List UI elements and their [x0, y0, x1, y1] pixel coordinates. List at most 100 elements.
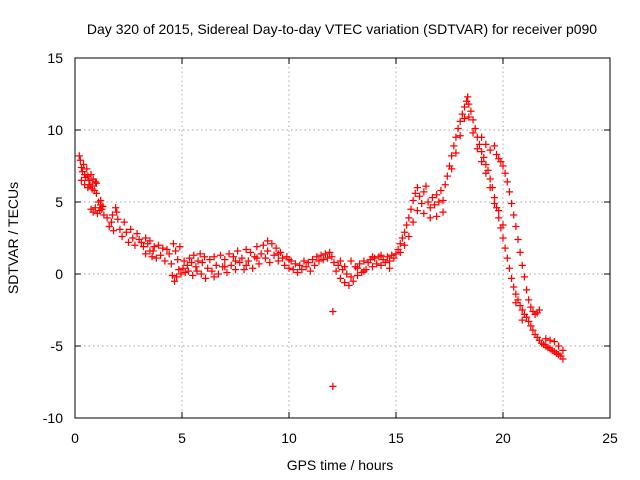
data-point: [505, 188, 514, 196]
data-point: [175, 266, 183, 274]
data-point: [231, 266, 240, 274]
data-point: [527, 322, 535, 330]
data-point: [501, 169, 509, 177]
data-point: [400, 228, 409, 236]
x-axis-title: GPS time / hours: [287, 457, 394, 473]
data-point: [88, 185, 96, 193]
data-point: [114, 215, 122, 223]
data-point: [190, 251, 198, 259]
data-point: [268, 240, 276, 248]
data-point: [116, 225, 124, 233]
data-point: [168, 271, 176, 280]
data-point: [92, 189, 101, 197]
data-point: [392, 250, 400, 258]
data-point: [77, 176, 86, 185]
data-point: [550, 338, 558, 346]
data-point: [122, 228, 130, 236]
data-points: [75, 93, 567, 390]
data-point: [255, 260, 263, 268]
data-point: [360, 267, 368, 275]
data-point: [467, 107, 475, 115]
data-point: [146, 237, 154, 245]
data-point: [514, 235, 522, 244]
data-point: [405, 214, 413, 222]
data-point: [525, 296, 533, 304]
data-point: [131, 241, 139, 249]
data-point: [192, 263, 200, 271]
data-point: [405, 232, 413, 241]
data-point: [184, 267, 193, 275]
data-point: [448, 165, 456, 173]
data-point: [505, 264, 514, 272]
data-point: [490, 142, 499, 150]
data-point: [278, 254, 287, 262]
data-point: [97, 196, 105, 205]
data-point: [426, 214, 434, 222]
data-point: [285, 264, 293, 272]
data-point: [253, 254, 261, 262]
x-tick-label: 10: [281, 430, 297, 446]
data-point: [216, 251, 225, 259]
data-point: [473, 145, 481, 153]
data-point: [516, 248, 524, 257]
y-axis-title: SDTVAR / TECUs: [5, 182, 21, 294]
data-point: [291, 260, 300, 268]
data-point: [179, 264, 187, 272]
data-point: [398, 234, 407, 242]
data-point: [465, 113, 473, 121]
data-point: [98, 205, 106, 213]
data-point: [174, 255, 182, 264]
data-point: [152, 254, 160, 262]
data-point: [221, 255, 229, 264]
data-point: [240, 266, 248, 274]
data-point: [460, 114, 469, 123]
data-point: [535, 306, 544, 314]
data-point: [127, 225, 135, 233]
data-point: [177, 270, 185, 278]
data-point: [522, 286, 531, 294]
data-point: [212, 261, 220, 269]
data-point: [433, 191, 441, 199]
data-point: [471, 124, 479, 133]
data-point: [227, 261, 235, 269]
data-point: [330, 258, 338, 267]
x-tick-label: 20: [495, 430, 511, 446]
plot-frame: [74, 57, 611, 419]
data-point: [486, 183, 494, 192]
data-point: [477, 158, 486, 166]
data-point: [522, 313, 531, 321]
chart-title: Day 320 of 2015, Sidereal Day-to-day VTE…: [87, 21, 597, 37]
data-point: [317, 251, 325, 259]
data-point: [165, 250, 173, 258]
data-point: [183, 261, 191, 269]
data-point: [83, 165, 91, 173]
data-point: [415, 192, 424, 200]
data-point: [108, 211, 117, 219]
data-point: [497, 158, 505, 166]
data-point: [418, 199, 426, 208]
data-point: [353, 264, 362, 272]
data-point: [490, 194, 499, 202]
y-tick-labels: -10 -5 0 5 10 15: [43, 50, 63, 426]
data-point: [281, 261, 289, 269]
data-point: [452, 133, 460, 141]
data-point: [329, 307, 337, 316]
x-tick-label: 0: [71, 430, 79, 446]
data-point: [477, 147, 486, 156]
data-point: [197, 270, 205, 278]
data-point: [482, 160, 490, 169]
data-point: [321, 250, 330, 258]
data-point: [332, 267, 340, 275]
data-point: [437, 186, 445, 195]
data-point: [510, 283, 518, 291]
data-point: [439, 208, 447, 216]
data-point: [486, 175, 494, 183]
data-point: [100, 211, 108, 219]
data-point: [413, 207, 422, 215]
data-point: [229, 253, 237, 261]
data-point: [396, 240, 404, 248]
data-point: [428, 194, 437, 202]
data-point: [503, 178, 511, 186]
data-point: [257, 250, 265, 258]
data-point: [81, 181, 89, 189]
